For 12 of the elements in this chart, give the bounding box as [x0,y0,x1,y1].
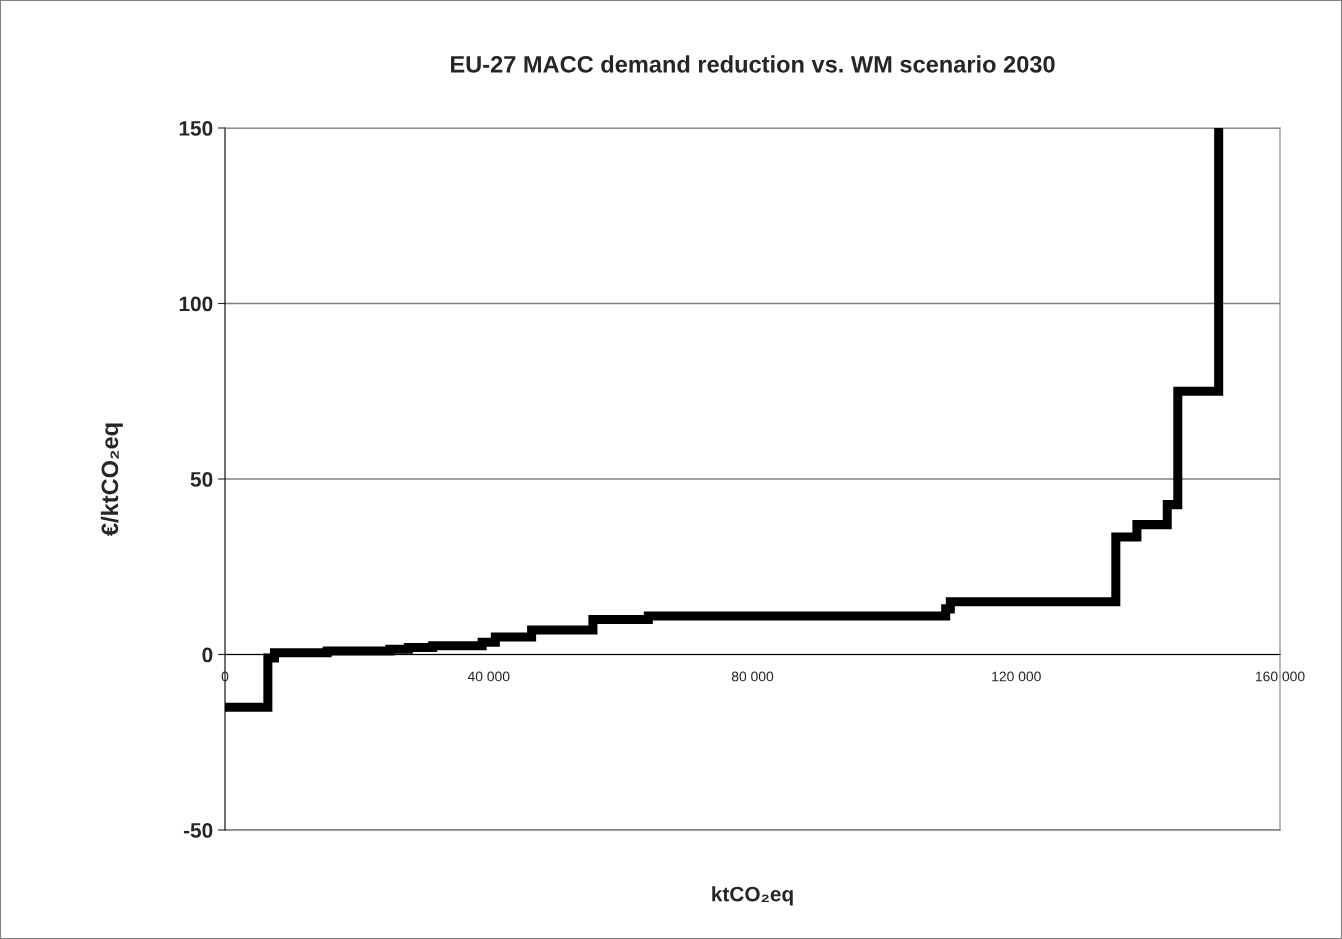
y-tick-label: -50 [183,823,213,838]
y-tick-label: 100 [179,296,213,312]
y-tick-label: 0 [202,647,213,663]
x-tick-label: 40 000 [467,671,510,682]
x-tick-label: 120 000 [992,671,1041,682]
y-axis-title: €/ktCO₂eq [100,423,123,536]
y-tick-label: 150 [179,121,213,136]
x-tick-label: 80 000 [731,671,774,682]
chart-title: EU-27 MACC demand reduction vs. WM scenario 2030 [451,55,1055,73]
y-tick-label: 50 [190,472,213,487]
x-axis-title: ktCO₂eq [712,886,793,906]
x-tick-label: 160 000 [1255,671,1305,682]
